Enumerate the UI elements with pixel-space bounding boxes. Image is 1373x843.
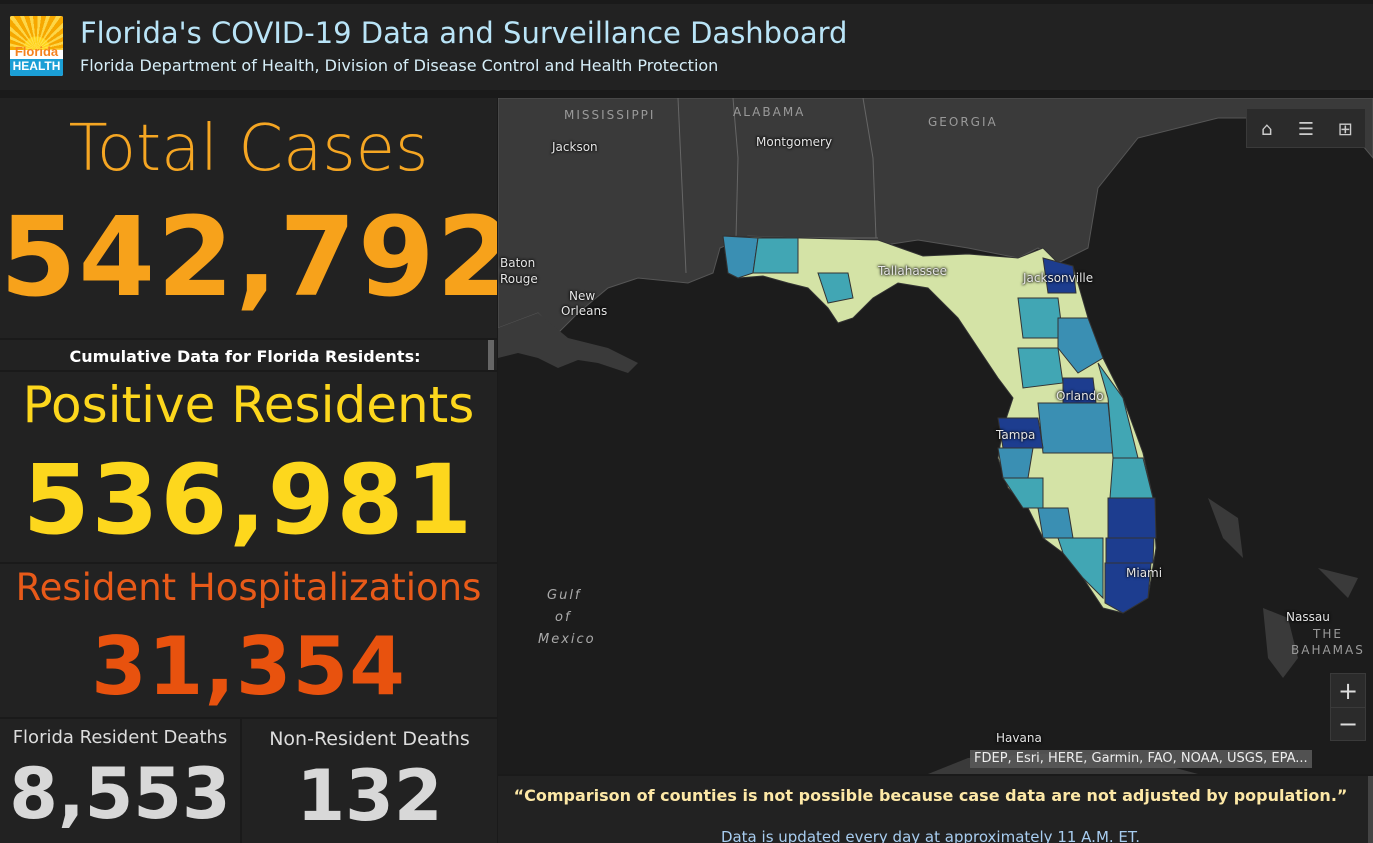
state-borders [677,98,878,274]
water-label-of: of [555,610,572,625]
county-broward [1105,537,1155,564]
city-label-havana: Havana [996,731,1042,745]
legend-icon[interactable]: ☰ [1297,118,1315,140]
positive-residents-value: 536,981 [22,444,475,556]
disclaimer-panel: “Comparison of counties is not possible … [498,776,1373,843]
county-pinellas [997,447,1034,479]
zoom-out-button[interactable]: − [1331,707,1365,740]
total-cases-value: 542,792 [0,193,497,321]
city-label-orleans: Orleans [561,304,608,318]
city-label-jacksonville: Jacksonville [1023,271,1094,285]
county-map[interactable]: MISSISSIPPI ALABAMA GEORGIA Jackson Mont… [498,98,1373,774]
county-east-coast [1057,317,1104,374]
map-attribution[interactable]: FDEP, Esri, HERE, Garmin, FAO, NOAA, USG… [970,750,1312,768]
city-label-rouge: Rouge [500,272,538,286]
map-toolbar: ⌂ ☰ ⊞ [1246,108,1366,148]
comparison-disclaimer: “Comparison of counties is not possible … [513,786,1348,805]
logo-word-health: HEALTH [10,59,63,76]
resident-deaths-panel: Florida Resident Deaths 8,553 [0,719,240,843]
land-louisiana-delta [498,313,638,373]
land-bahamas [1208,498,1358,678]
hospitalizations-value: 31,354 [91,620,406,713]
county-duval [1042,257,1077,294]
state-label-alabama: ALABAMA [733,105,806,119]
city-label-montgomery: Montgomery [756,135,833,149]
city-label-nassau: Nassau [1286,610,1330,624]
county-central-2 [1037,402,1114,454]
logo-word-florida: Florida [14,44,59,59]
non-resident-deaths-label: Non-Resident Deaths [269,728,470,750]
scrollbar[interactable] [488,340,494,370]
county-central-1 [1017,347,1064,389]
zoom-control: + − [1330,673,1366,741]
water-label-mexico: Mexico [538,632,596,647]
scrollbar[interactable] [1368,776,1373,843]
home-icon[interactable]: ⌂ [1260,118,1273,140]
non-resident-deaths-panel: Non-Resident Deaths 132 [242,719,497,843]
county-martin [1109,457,1154,499]
land-southeast-us [498,98,1373,334]
county-hillsborough [997,417,1044,449]
update-schedule-text: Data is updated every day at approximate… [720,828,1141,843]
water-label-bahamas: BAHAMAS [1291,643,1365,657]
county-west-coast [1002,477,1044,509]
cumulative-header: Cumulative Data for Florida Residents: [0,340,497,370]
city-label-miami: Miami [1126,566,1163,580]
page-title: Florida's COVID-19 Data and Surveillance… [80,16,848,50]
water-label-gulf: Gulf [547,588,582,603]
resident-deaths-label: Florida Resident Deaths [12,727,228,748]
county-bay [817,272,854,304]
county-panhandle-mid [752,237,799,274]
city-label-jackson: Jackson [552,140,598,154]
county-miami-dade [1104,562,1152,614]
positive-residents-label: Positive Residents [22,376,475,434]
county-ne [1017,297,1064,339]
state-label-mississippi: MISSISSIPPI [564,108,656,122]
city-label-new: New [569,289,596,303]
county-panhandle-west [722,235,759,279]
city-label-orlando: Orlando [1056,389,1104,403]
total-cases-panel: Total Cases 542,792 [0,98,497,338]
city-label-tampa: Tampa [996,428,1036,442]
zoom-in-button[interactable]: + [1337,676,1359,705]
florida-health-logo: Florida HEALTH [10,16,63,76]
map-canvas[interactable] [498,98,1373,774]
cumulative-label: Cumulative Data for Florida Residents: [69,347,421,366]
city-label-baton: Baton [500,256,536,270]
page-subtitle: Florida Department of Health, Division o… [80,56,719,75]
positive-residents-panel: Positive Residents 536,981 [0,372,497,562]
hospitalizations-panel: Resident Hospitalizations 31,354 [0,564,497,717]
basemap-gallery-icon[interactable]: ⊞ [1337,118,1353,140]
county-lee [1037,507,1074,539]
total-cases-label: Total Cases [68,112,429,186]
sun-icon [10,16,63,50]
county-palm-beach [1107,497,1157,539]
county-collier [1057,537,1104,600]
non-resident-deaths-value: 132 [296,755,443,837]
dashboard-header: Florida HEALTH Florida's COVID-19 Data a… [0,4,1373,90]
water-label-the: THE [1313,627,1343,641]
state-label-georgia: GEORGIA [928,115,998,129]
resident-deaths-value: 8,553 [9,753,231,835]
hospitalizations-label: Resident Hospitalizations [15,566,482,609]
city-label-tallahassee: Tallahassee [878,264,947,278]
